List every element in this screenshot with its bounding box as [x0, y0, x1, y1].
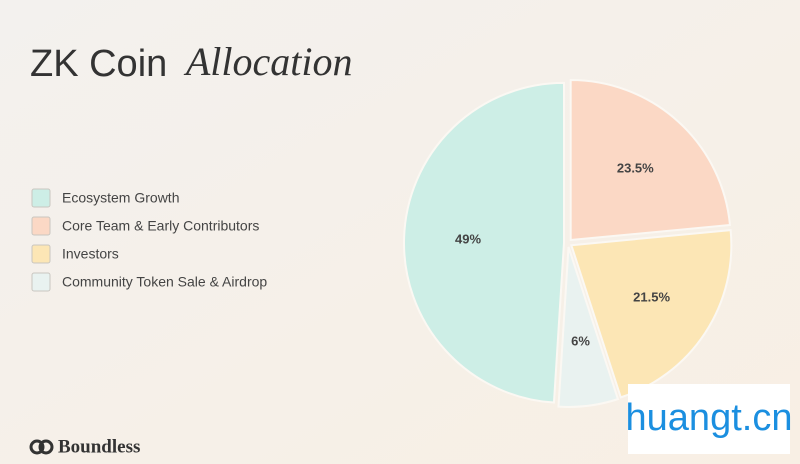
legend-label: Community Token Sale & Airdrop [62, 274, 267, 290]
slice-label: 23.5% [617, 160, 654, 175]
legend-label: Ecosystem Growth [62, 190, 179, 206]
brand-logo [29, 439, 54, 455]
legend-swatch [31, 216, 51, 236]
pie: 49% 23.5% 21.5% 6% [402, 79, 733, 408]
slice-label: 21.5% [633, 289, 670, 304]
legend-swatch [31, 244, 51, 264]
pie-slice [569, 79, 732, 242]
slice-label: 6% [571, 334, 590, 349]
pie-slice [402, 81, 566, 404]
legend-label: Investors [62, 246, 119, 262]
brand-name: Boundless [58, 436, 140, 457]
title-main: ZK Coin [30, 43, 167, 85]
pie-slice [557, 246, 620, 408]
legend: Ecosystem Growth Core Team & Early Contri… [31, 188, 267, 292]
watermark: huangt.cn [626, 397, 793, 439]
watermark-box [628, 384, 790, 454]
legend-label: Core Team & Early Contributors [62, 218, 259, 234]
legend-swatch [31, 188, 51, 208]
legend-swatch [31, 272, 51, 292]
chart-title: ZK Coin Allocation [30, 39, 352, 85]
slice-label: 49% [455, 231, 481, 246]
title-emphasis: Allocation [183, 39, 353, 84]
